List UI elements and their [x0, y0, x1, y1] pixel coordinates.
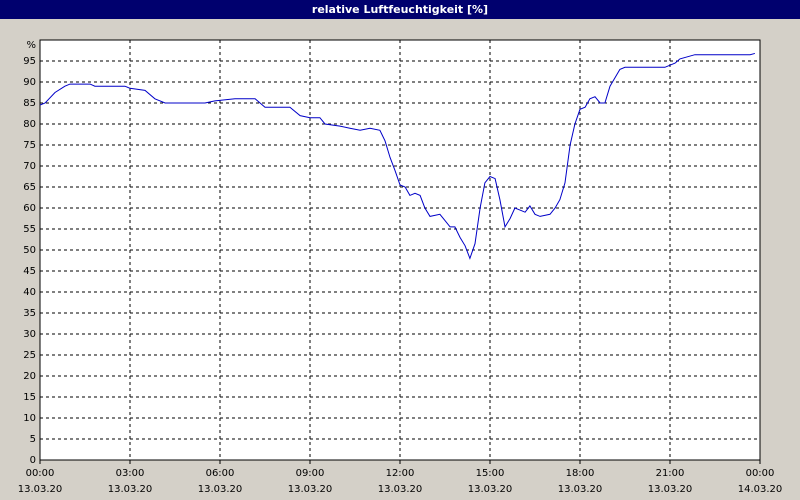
y-tick-label: 60: [23, 203, 36, 214]
x-tick-date: 13.03.20: [558, 484, 603, 495]
x-tick-date: 13.03.20: [108, 484, 153, 495]
y-tick-label: 85: [23, 98, 36, 109]
x-tick-label: 03:00: [116, 468, 145, 479]
chart-title: relative Luftfeuchtigkeit [%]: [312, 3, 488, 16]
x-tick-date: 13.03.20: [378, 484, 423, 495]
y-tick-label: 55: [23, 224, 36, 235]
x-tick-date: 13.03.20: [468, 484, 513, 495]
y-tick-label: 5: [30, 434, 36, 445]
y-tick-label: 15: [23, 392, 36, 403]
y-tick-label: 20: [23, 371, 36, 382]
y-tick-label: 95: [23, 56, 36, 67]
x-tick-label: 00:00: [746, 468, 775, 479]
x-tick-label: 06:00: [206, 468, 235, 479]
x-tick-date: 13.03.20: [648, 484, 693, 495]
data-line: [39, 52, 756, 260]
y-tick-label: 75: [23, 140, 36, 151]
x-tick-label: 09:00: [296, 468, 325, 479]
y-unit-label: %: [26, 40, 36, 51]
y-tick-label: 40: [23, 287, 36, 298]
y-tick-label: 80: [23, 119, 36, 130]
y-tick-label: 90: [23, 77, 36, 88]
title-bar: [0, 0, 800, 19]
x-tick-label: 15:00: [476, 468, 505, 479]
y-tick-label: 30: [23, 329, 36, 340]
x-tick-label: 21:00: [656, 468, 685, 479]
y-tick-label: 0: [30, 455, 36, 466]
y-tick-label: 50: [23, 245, 36, 256]
y-tick-label: 25: [23, 350, 36, 361]
x-tick-label: 00:00: [26, 468, 55, 479]
x-tick-label: 12:00: [386, 468, 415, 479]
x-tick-label: 18:00: [566, 468, 595, 479]
y-tick-label: 45: [23, 266, 36, 277]
x-tick-date: 13.03.20: [288, 484, 333, 495]
x-tick-date: 13.03.20: [18, 484, 63, 495]
y-tick-label: 70: [23, 161, 36, 172]
x-tick-date: 13.03.20: [198, 484, 243, 495]
y-tick-label: 35: [23, 308, 36, 319]
y-tick-label: 10: [23, 413, 36, 424]
plot-border: [39, 39, 761, 461]
x-tick-date: 14.03.20: [738, 484, 783, 495]
y-tick-label: 65: [23, 182, 36, 193]
